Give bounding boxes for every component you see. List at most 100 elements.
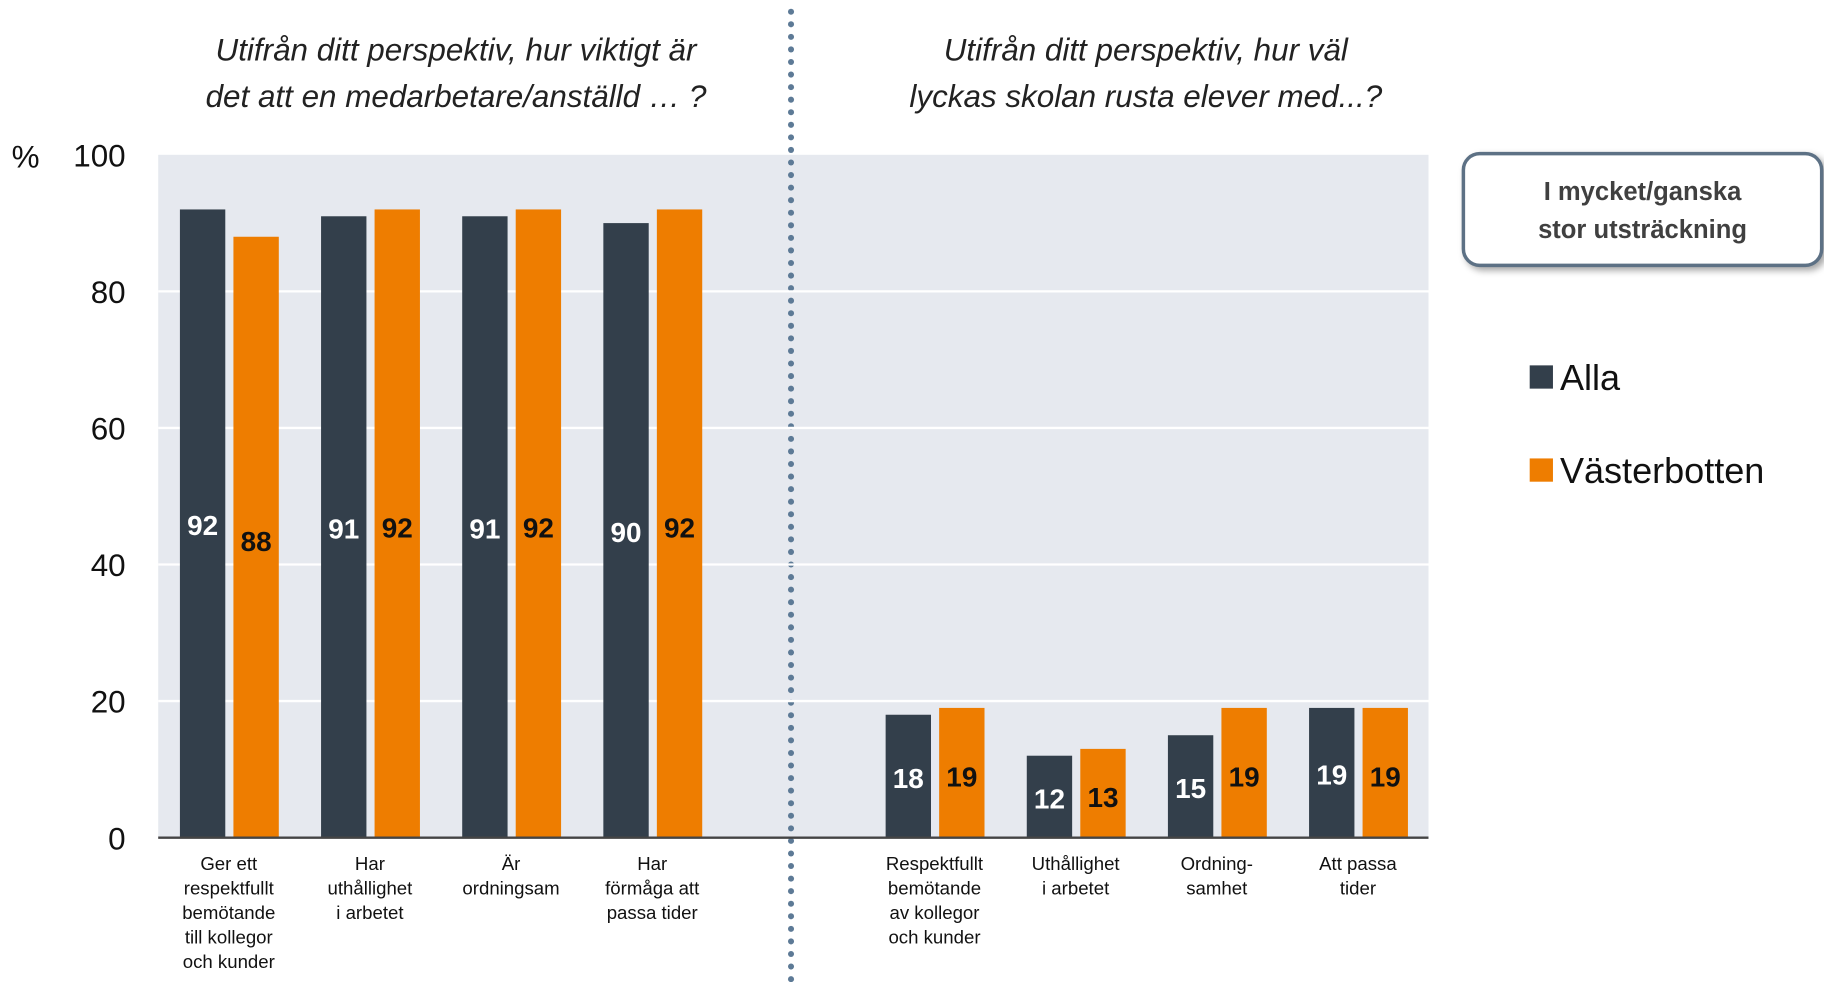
- divider-dot: [787, 649, 795, 656]
- divider-dot: [787, 398, 795, 405]
- divider-dot: [787, 209, 795, 216]
- divider-dot: [787, 775, 795, 782]
- value-label: 91: [328, 514, 359, 545]
- divider-dot: [787, 611, 795, 618]
- legend-label: Västerbotten: [1560, 450, 1764, 491]
- divider-dot: [787, 234, 795, 241]
- divider-dot: [787, 486, 795, 493]
- divider-dot: [787, 925, 795, 932]
- value-label: 92: [382, 513, 413, 544]
- divider-dot: [787, 159, 795, 166]
- divider-dot: [787, 259, 795, 267]
- y-tick-label: 0: [108, 821, 125, 856]
- divider-dot: [787, 197, 795, 204]
- y-tick-label: 20: [91, 685, 126, 720]
- plot-background: [158, 154, 1429, 838]
- divider-dot: [787, 511, 795, 518]
- divider-dot: [787, 599, 795, 606]
- divider-dot: [787, 662, 795, 669]
- divider-dot: [787, 687, 795, 694]
- divider-dot: [787, 837, 795, 844]
- divider-dot: [787, 875, 795, 882]
- divider-dot: [787, 536, 795, 543]
- divider-dot: [787, 674, 795, 681]
- divider-dot: [787, 184, 795, 191]
- divider-dot: [787, 410, 795, 417]
- divider-dot: [787, 888, 795, 895]
- bar: [656, 209, 703, 838]
- y-tick-label: 40: [91, 548, 126, 583]
- divider-dot: [787, 109, 795, 116]
- bar: [515, 209, 562, 838]
- divider-dot: [787, 737, 795, 744]
- divider-dot: [787, 435, 795, 442]
- value-label: 90: [611, 517, 642, 548]
- panel-title: Utifrån ditt perspektiv, hur väl lyckas s…: [909, 33, 1382, 114]
- legend-title-box: [1461, 151, 1824, 268]
- divider-dot: [787, 58, 795, 66]
- bar: [179, 209, 226, 838]
- divider-dot: [787, 448, 795, 455]
- value-label: 18: [893, 763, 924, 794]
- divider-dot: [787, 360, 795, 367]
- divider-dot: [787, 787, 795, 794]
- divider-dot: [787, 373, 795, 380]
- divider-dot: [787, 134, 795, 141]
- divider-dot: [787, 473, 795, 480]
- bar: [1309, 707, 1355, 838]
- x-tick-label: Är ordningsam: [462, 853, 559, 898]
- bar: [885, 714, 931, 838]
- divider-dot: [787, 222, 795, 229]
- divider-dot: [787, 636, 795, 643]
- divider-dot: [787, 498, 795, 505]
- x-tick-label: Ger ett respektfullt bemötande till kollego…: [182, 853, 275, 972]
- divider-dot: [787, 310, 795, 317]
- legend-title: I mycket/ganska stor utsträckning: [1538, 178, 1747, 244]
- value-label: 92: [523, 513, 554, 544]
- bar: [374, 209, 420, 838]
- divider-dot: [787, 347, 795, 354]
- value-label: 19: [1370, 762, 1401, 793]
- divider-dot: [787, 812, 795, 819]
- divider-dot: [787, 913, 795, 920]
- divider-dot: [787, 272, 795, 279]
- divider-dot: [787, 121, 795, 128]
- divider-dot: [787, 586, 795, 593]
- divider-dot: [787, 800, 795, 807]
- divider-dot: [787, 385, 795, 392]
- legend-swatch: [1529, 365, 1553, 389]
- divider-dot: [787, 460, 795, 468]
- divider-dot: [787, 172, 795, 179]
- divider-dot: [787, 84, 795, 91]
- bar: [1026, 755, 1073, 838]
- divider-dot: [787, 335, 795, 342]
- divider-dot: [787, 938, 795, 945]
- bar: [1167, 735, 1214, 838]
- divider-dot: [787, 762, 795, 769]
- divider-dot: [787, 322, 795, 329]
- value-label: 13: [1087, 782, 1118, 813]
- divider-dot: [787, 548, 795, 555]
- divider-dot: [787, 247, 795, 254]
- divider-dot: [787, 950, 795, 958]
- y-tick-label: 80: [91, 275, 126, 310]
- x-tick-label: Ordning-samhet: [1181, 853, 1253, 898]
- divider-dot: [787, 46, 795, 53]
- value-label: 92: [187, 510, 218, 541]
- x-tick-label: Respektfullt bemötande av kollegor och kund…: [886, 853, 984, 947]
- divider-dot: [787, 574, 795, 581]
- divider-dot: [787, 146, 795, 153]
- value-label: 19: [946, 762, 977, 793]
- x-tick-label: Har förmåga att passa tider: [605, 853, 700, 923]
- divider-dot: [787, 749, 795, 756]
- divider-dot: [787, 8, 795, 15]
- bar: [1362, 707, 1408, 838]
- x-tick-label: Att passa tider: [1319, 853, 1397, 898]
- value-label: 19: [1316, 759, 1347, 790]
- divider-dot: [787, 863, 795, 870]
- divider-dot: [787, 712, 795, 719]
- divider-dot: [787, 963, 795, 970]
- divider-dot: [787, 825, 795, 832]
- divider-dot: [787, 624, 795, 631]
